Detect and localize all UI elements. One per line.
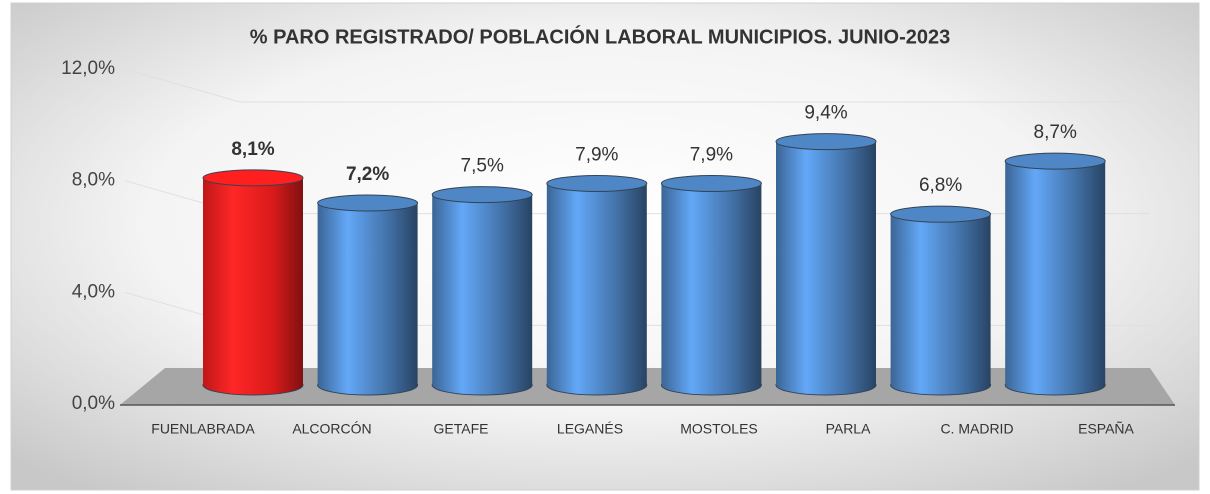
bar-top: [775, 133, 877, 151]
x-tick-label: ALCORCÓN: [292, 421, 371, 437]
x-tick-label: MOSTOLES: [680, 421, 758, 437]
y-tick-label: 4,0%: [72, 281, 115, 302]
value-label: 6,8%: [919, 175, 962, 196]
value-label: 7,5%: [461, 156, 504, 177]
value-label: 7,9%: [690, 144, 733, 165]
value-label: 7,2%: [346, 164, 389, 185]
bar: [661, 183, 762, 385]
chart-title: % PARO REGISTRADO/ POBLACIÓN LABORAL MUN…: [250, 24, 950, 48]
bar: [890, 214, 991, 385]
x-tick-label: ESPAÑA: [1078, 421, 1134, 437]
value-label: 8,7%: [1034, 122, 1077, 143]
bar-top: [202, 169, 304, 187]
bar-top: [431, 186, 533, 204]
bar-top: [317, 194, 419, 212]
value-label: 7,9%: [575, 144, 618, 165]
y-tick-label: 12,0%: [61, 58, 115, 79]
x-tick-label: PARLA: [826, 421, 872, 437]
bar: [1005, 161, 1106, 385]
bar: [776, 141, 876, 385]
bar-top: [1004, 152, 1106, 170]
value-label: 9,4%: [804, 103, 847, 124]
value-label: 8,1%: [231, 139, 274, 160]
bar-top: [546, 174, 648, 192]
bar: [546, 183, 647, 385]
x-tick-label: C. MADRID: [940, 421, 1013, 437]
x-tick-label: GETAFE: [434, 421, 489, 437]
y-tick-label: 0,0%: [72, 393, 115, 414]
bar-top: [660, 174, 762, 192]
x-tick-label: LEGANÉS: [557, 421, 623, 437]
x-tick-label: FUENLABRADA: [151, 421, 255, 437]
y-tick-label: 8,0%: [72, 170, 115, 191]
bar: [317, 203, 418, 385]
bar: [203, 177, 303, 385]
bar-top: [890, 205, 992, 223]
bar: [432, 194, 533, 385]
grid-line: [124, 68, 1150, 103]
